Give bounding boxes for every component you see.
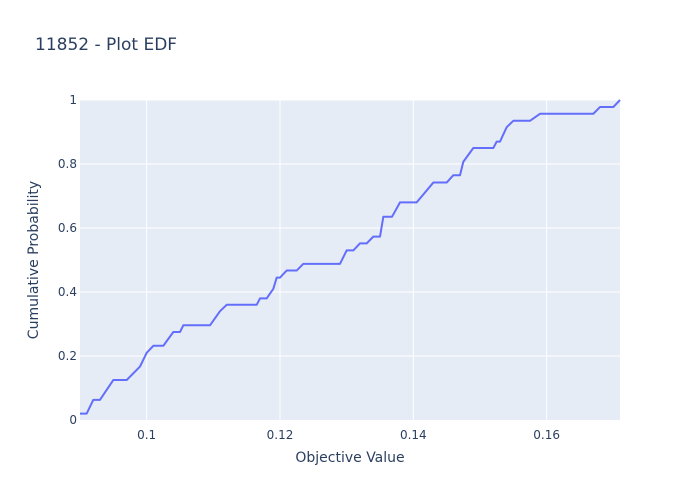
y-tick-label: 0.2 [58,349,77,363]
x-tick-label: 0.16 [533,428,560,442]
x-tick-labels: 0.1 0.12 0.14 0.16 [137,428,560,442]
y-tick-label: 0.4 [58,285,77,299]
series-lines [80,99,621,415]
y-tick-labels: 0 0.2 0.4 0.6 0.8 1 [58,93,77,427]
chart-title: 11852 - Plot EDF [35,35,177,55]
grid-lines [80,99,620,420]
y-tick-label: 0.6 [58,221,77,235]
edf-line [80,99,621,415]
y-axis-title: Cumulative Probability [26,181,42,339]
y-tick-label: 0.8 [58,157,77,171]
x-axis-title: Objective Value [295,450,404,466]
y-tick-label: 0 [69,413,77,427]
x-tick-label: 0.14 [400,428,427,442]
x-tick-label: 0.1 [137,428,156,442]
plot-area [80,100,620,420]
x-tick-label: 0.12 [267,428,294,442]
y-tick-label: 1 [69,93,77,107]
